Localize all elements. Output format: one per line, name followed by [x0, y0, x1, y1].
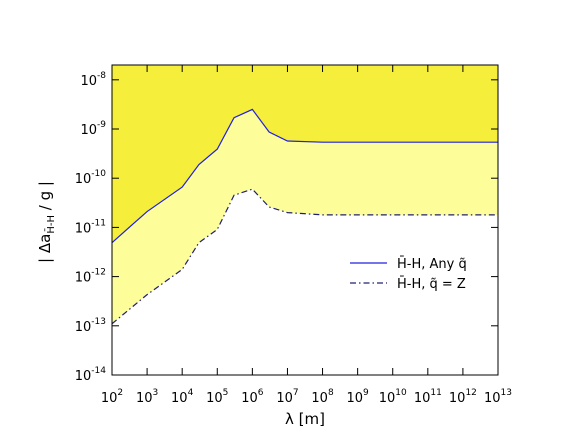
y-tick-label: 10-13: [75, 317, 106, 335]
x-tick-label: 107: [276, 388, 298, 406]
y-tick-exponent: -14: [91, 366, 106, 376]
x-tick-base: 10: [171, 391, 188, 406]
area: [112, 65, 498, 243]
x-tick-base: 10: [241, 391, 258, 406]
x-tick-exponent: 4: [188, 388, 194, 398]
x-tick-base: 10: [346, 391, 363, 406]
x-tick-label: 103: [136, 388, 158, 406]
x-tick-exponent: 10: [395, 388, 407, 398]
x-tick-exponent: 12: [465, 388, 476, 398]
x-tick-exponent: 5: [223, 388, 229, 398]
x-tick-label: 109: [346, 388, 369, 406]
series-line: [111, 188, 498, 325]
x-tick-exponent: 3: [152, 388, 158, 398]
x-tick-exponent: 2: [117, 388, 123, 398]
x-tick-label: 108: [311, 388, 334, 406]
x-tick-exponent: 13: [501, 388, 512, 398]
y-tick-base: 10: [80, 74, 97, 89]
x-axis-label: λ [m]: [285, 410, 325, 428]
x-tick-label: 1010: [379, 388, 407, 406]
y-tick-base: 10: [75, 369, 92, 384]
y-tick-base: 10: [75, 271, 92, 286]
y-tick-base: 10: [75, 172, 92, 187]
x-tick-exponent: 9: [363, 388, 369, 398]
y-tick-exponent: -10: [91, 169, 106, 179]
x-tick-exponent: 7: [293, 388, 299, 398]
y-tick-label: 10-11: [75, 218, 106, 236]
x-tick-base: 10: [206, 391, 223, 406]
x-tick-exponent: 8: [328, 388, 334, 398]
y-tick-label: 10-10: [75, 169, 107, 187]
x-tick-base: 10: [101, 391, 118, 406]
x-tick-label: 1011: [414, 388, 442, 406]
y-tick-exponent: -11: [91, 218, 106, 228]
x-tick-base: 10: [311, 391, 328, 406]
y-tick-label: 10-9: [80, 120, 106, 138]
y-tick-exponent: -12: [91, 268, 106, 278]
x-tick-base: 10: [276, 391, 293, 406]
y-tick-base: 10: [75, 320, 92, 335]
x-tick-label: 105: [206, 388, 228, 406]
x-tick-base: 10: [484, 391, 501, 406]
x-tick-base: 10: [136, 391, 153, 406]
y-tick-base: 10: [75, 221, 92, 236]
x-tick-base: 10: [449, 391, 466, 406]
legend-label: H̄-H, Any q̃: [397, 257, 467, 272]
x-tick-label: 102: [101, 388, 123, 406]
y-tick-base: 10: [80, 123, 97, 138]
y-tick-label: 10-12: [75, 268, 106, 286]
y-label-rest: / g |: [36, 181, 54, 215]
y-axis-label: | ΔaH̄-H / g |: [36, 181, 57, 263]
x-tick-label: 1013: [484, 388, 512, 406]
plot-area: [111, 65, 498, 325]
y-tick-label: 10-14: [75, 366, 107, 384]
x-tick-label: 1012: [449, 388, 477, 406]
y-label-main: | Δa: [36, 234, 54, 263]
y-tick-exponent: -9: [97, 120, 106, 130]
plot-frame: [111, 64, 499, 376]
y-tick-label: 10-8: [80, 71, 106, 89]
x-tick-base: 10: [414, 391, 431, 406]
legend-label: H̄-H, q̃ = Z: [397, 277, 466, 292]
series-line: [111, 108, 498, 244]
y-tick-exponent: -8: [97, 71, 106, 81]
y-label-sub: H̄-H: [44, 215, 57, 234]
x-tick-exponent: 11: [430, 388, 441, 398]
x-tick-label: 104: [171, 388, 194, 406]
y-tick-exponent: -13: [91, 317, 106, 327]
x-tick-exponent: 6: [258, 388, 264, 398]
x-tick-label: 106: [241, 388, 264, 406]
x-tick-base: 10: [379, 391, 396, 406]
